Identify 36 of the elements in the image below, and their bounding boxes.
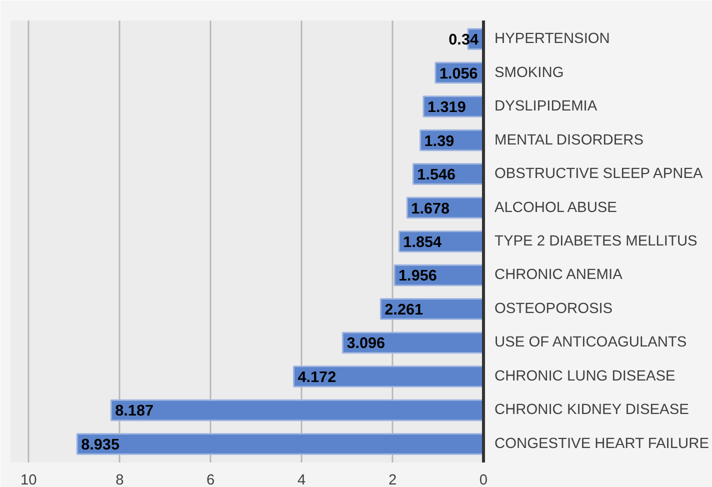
y-tick-label: DYSLIPIDEMIA [494,98,598,115]
y-tick-label: CONGESTIVE HEART FAILURE [494,436,710,452]
y-tick-label: TYPE 2 DIABETES MELLITUS [494,234,698,250]
data-label: 1.546 [417,166,456,184]
data-label: 2.261 [384,301,424,318]
y-tick-label: USE OF ANTICOAGULANTS [494,334,687,351]
data-label: 8.187 [115,402,154,420]
y-tick-label: CHRONIC LUNG DISEASE [494,368,676,384]
x-tick-label: 0 [479,472,488,487]
y-tick-label: CHRONIC ANEMIA [494,267,623,284]
x-tick-label: 4 [298,472,306,487]
y-tick-label: MENTAL DISORDERS [494,132,644,148]
bar [380,298,484,320]
y-tick-label: HYPERTENSION [494,31,610,48]
x-tick-label: 2 [388,472,397,487]
x-tick-label: 6 [206,472,215,487]
data-label: 8.935 [81,436,120,454]
data-label: 1.854 [403,234,442,251]
bar [76,433,484,455]
data-label: 3.096 [346,335,386,352]
x-tick-label: 10 [20,472,37,487]
y-tick-label: OBSTRUCTIVE SLEEP APNEA [494,166,703,182]
y-tick-label: OSTEOPOROSIS [494,300,613,317]
bar [342,332,484,354]
bar [293,366,484,388]
bar [110,399,484,422]
y-tick-label: SMOKING [494,64,564,81]
data-label: 1.319 [428,99,466,116]
x-tick-label: 8 [116,472,124,487]
data-label: 4.172 [298,368,336,386]
data-label: 1.056 [439,65,478,82]
data-label: 1.956 [398,268,437,285]
data-label: 1.678 [411,200,450,218]
data-label: 1.39 [424,132,454,150]
y-tick-label: ALCOHOL ABUSE [494,200,618,216]
y-tick-label: CHRONIC KIDNEY DISEASE [494,402,690,418]
